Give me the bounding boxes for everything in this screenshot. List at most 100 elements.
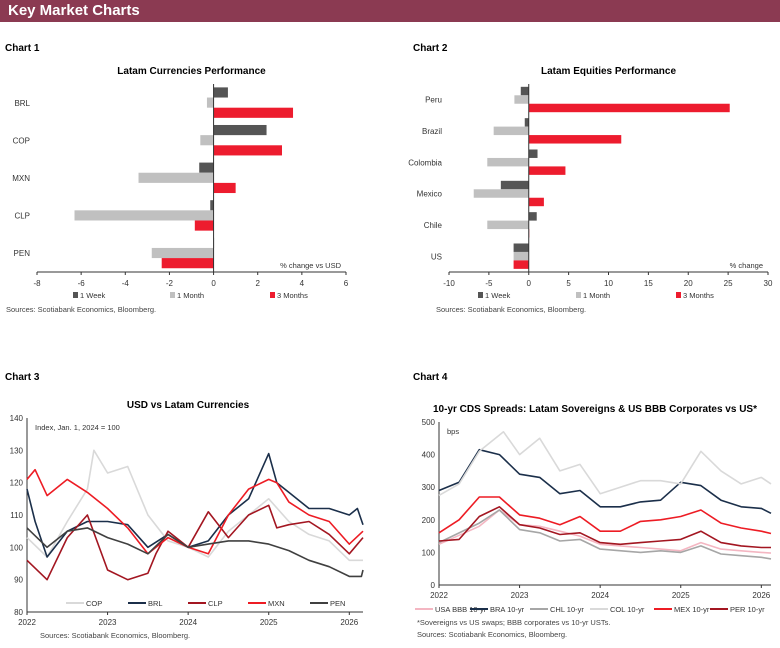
x-tick-label: 2025: [260, 618, 278, 627]
bar-peru-0: [520, 86, 529, 96]
bar-mexico-2: [528, 197, 544, 207]
series-line-brl: [26, 452, 364, 558]
legend-swatch: [676, 292, 681, 298]
x-tick-label: -10: [443, 279, 455, 288]
category-label: PEN: [14, 249, 31, 258]
x-tick-label: -8: [33, 279, 41, 288]
x-tick-label: 2026: [752, 591, 770, 600]
bar-clp-1: [74, 210, 214, 221]
series-line-cop: [26, 449, 363, 562]
bar-pen-2: [161, 258, 214, 269]
bar-cop-1: [200, 135, 214, 146]
category-label: Colombia: [408, 158, 442, 167]
x-tick-label: 6: [344, 279, 349, 288]
legend-label: PER 10-yr: [730, 605, 765, 614]
legend-label: CLP: [208, 599, 223, 608]
legend-label: MEX 10-yr: [674, 605, 710, 614]
series-line-mxn: [26, 468, 364, 555]
legend-label: BRL: [148, 599, 163, 608]
x-tick-label: 2022: [430, 591, 448, 600]
bar-clp-2: [194, 220, 214, 231]
category-label: Brazil: [422, 127, 442, 136]
source-note: Sources: Scotiabank Economics, Bloomberg…: [436, 305, 586, 314]
x-tick-label: 25: [724, 279, 733, 288]
legend-swatch: [478, 292, 483, 298]
legend-label: 1 Week: [80, 291, 106, 300]
source-note: Sources: Scotiabank Economics, Bloomberg…: [6, 305, 156, 314]
unit-note: % change: [730, 261, 763, 270]
y-tick-label: 100: [10, 543, 24, 552]
unit-note: bps: [447, 427, 459, 436]
chart-title: Latam Currencies Performance: [117, 66, 266, 77]
legend-label: 3 Months: [277, 291, 308, 300]
category-label: BRL: [14, 99, 30, 108]
x-tick-label: 2022: [18, 618, 36, 627]
series-line-pen: [26, 527, 364, 578]
series-line-mex-10-yr: [438, 496, 772, 535]
x-tick-label: -4: [122, 279, 130, 288]
x-tick-label: 2025: [672, 591, 690, 600]
legend-label: 1 Week: [485, 291, 511, 300]
bar-pen-1: [151, 247, 214, 259]
y-tick-label: 120: [10, 479, 24, 488]
category-label: MXN: [12, 174, 30, 183]
category-label: US: [431, 252, 442, 261]
x-tick-label: 2024: [591, 591, 609, 600]
chart-3-label: Chart 3: [5, 372, 40, 383]
bar-us-1: [513, 251, 529, 261]
series-line-bra-10-yr: [438, 448, 772, 515]
x-tick-label: -5: [485, 279, 493, 288]
x-tick-label: 10: [604, 279, 613, 288]
y-tick-label: 400: [422, 451, 436, 460]
legend-swatch: [270, 292, 275, 298]
x-tick-label: 4: [300, 279, 305, 288]
chart-title: Latam Equities Performance: [541, 66, 676, 77]
bar-cop-0: [213, 124, 267, 136]
x-tick-label: 5: [566, 279, 571, 288]
source-note: Sources: Scotiabank Economics, Bloomberg…: [40, 631, 190, 640]
x-tick-label: 0: [211, 279, 216, 288]
legend-label: 3 Months: [683, 291, 714, 300]
chart-2-label: Chart 2: [413, 43, 448, 54]
legend-label: PEN: [330, 599, 345, 608]
source-note: Sources: Scotiabank Economics, Bloomberg…: [417, 630, 567, 639]
category-label: COP: [13, 136, 30, 145]
x-tick-label: -2: [166, 279, 174, 288]
bar-brazil-1: [493, 126, 529, 136]
y-tick-label: 300: [422, 483, 436, 492]
y-tick-label: 100: [422, 548, 436, 557]
y-tick-label: 0: [431, 581, 436, 590]
category-label: CLP: [14, 212, 30, 221]
bar-colombia-1: [487, 157, 529, 167]
legend-label: MXN: [268, 599, 285, 608]
bar-mexico-0: [500, 180, 529, 190]
category-label: Mexico: [417, 190, 443, 199]
series-line-clp: [26, 504, 364, 581]
bar-brazil-0: [524, 118, 529, 127]
legend-label: 1 Month: [177, 291, 204, 300]
bar-cop-2: [213, 145, 282, 156]
chart-title: 10-yr CDS Spreads: Latam Sovereigns & US…: [433, 404, 757, 415]
y-tick-label: 140: [10, 414, 24, 423]
x-tick-label: -6: [78, 279, 86, 288]
bar-chile-1: [487, 220, 529, 230]
chart-4-label: Chart 4: [413, 372, 448, 383]
x-tick-label: 2026: [340, 618, 358, 627]
bar-brl-1: [206, 97, 214, 108]
legend-swatch: [576, 292, 581, 298]
y-tick-label: 80: [14, 608, 23, 617]
y-tick-label: 200: [422, 516, 436, 525]
x-tick-label: 0: [527, 279, 532, 288]
bar-mxn-2: [213, 182, 236, 194]
unit-note: % change vs USD: [280, 261, 341, 270]
series-line-per-10-yr: [438, 505, 771, 549]
series-line-usa-bbb-10-yr: [438, 509, 772, 554]
unit-note: Index, Jan. 1, 2024 = 100: [35, 423, 120, 432]
x-tick-label: 2: [255, 279, 260, 288]
section-header: Key Market Charts: [0, 0, 780, 22]
bar-mxn-0: [199, 162, 214, 173]
bar-brl-0: [213, 87, 228, 98]
legend-label: USA BBB 10-yr: [435, 605, 487, 614]
